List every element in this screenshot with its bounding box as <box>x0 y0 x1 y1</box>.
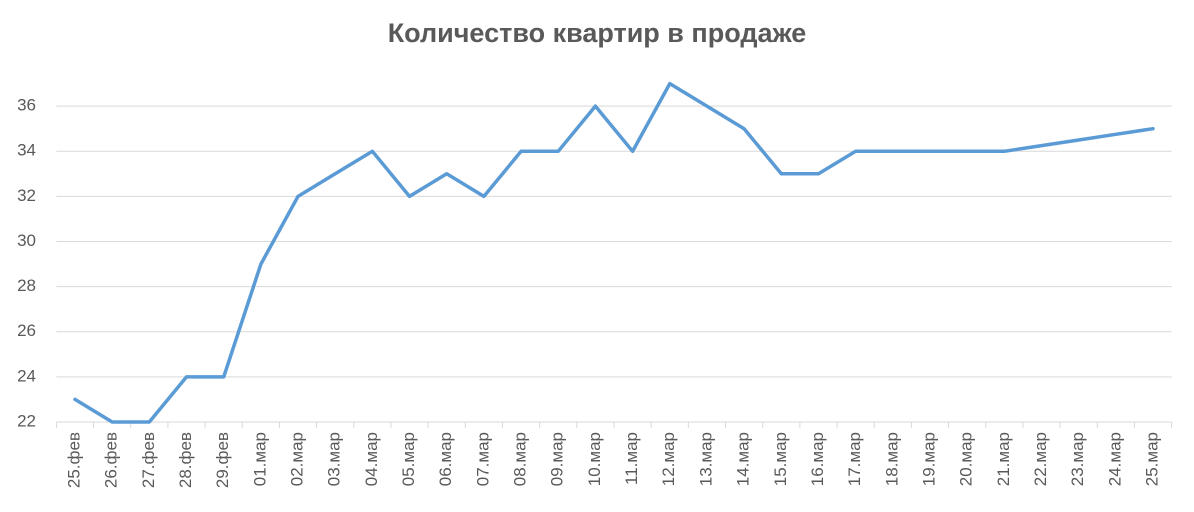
x-tick-label: 14.мар <box>734 432 753 486</box>
x-tick-label: 27.фев <box>139 432 158 488</box>
x-tick-label: 10.мар <box>585 432 604 486</box>
x-tick-label: 08.мар <box>511 432 530 486</box>
y-tick-label: 36 <box>17 96 36 115</box>
x-tick-label: 11.мар <box>622 432 641 485</box>
x-tick-label: 09.мар <box>548 432 567 486</box>
y-tick-label: 30 <box>17 231 36 250</box>
series-line <box>73 81 1155 424</box>
y-tick-label: 24 <box>17 366 36 385</box>
x-tick-label: 19.мар <box>919 432 938 486</box>
x-tick-label: 02.мар <box>288 432 307 486</box>
y-tick-label: 32 <box>17 186 36 205</box>
x-tick-label: 21.мар <box>994 432 1013 486</box>
chart-title: Количество квартир в продаже <box>388 18 807 48</box>
x-tick-label: 12.мар <box>659 432 678 486</box>
x-tick-label: 22.мар <box>1031 432 1050 486</box>
y-tick-label: 34 <box>17 141 36 160</box>
x-tick-label: 07.мар <box>473 432 492 486</box>
x-tick-label: 17.мар <box>845 432 864 486</box>
x-tick-label: 28.фев <box>176 432 195 488</box>
x-tick-label: 04.мар <box>362 432 381 486</box>
x-tick-label: 24.мар <box>1105 432 1124 486</box>
x-tick-label: 29.фев <box>213 432 232 488</box>
x-tick-label: 03.мар <box>325 432 344 486</box>
x-tick-label: 26.фев <box>102 432 121 488</box>
x-tick-label: 23.мар <box>1068 432 1087 486</box>
x-tick-label: 25.фев <box>64 432 83 488</box>
x-tick-label: 18.мар <box>882 432 901 486</box>
x-tick-label: 01.мар <box>250 432 269 486</box>
y-tick-label: 22 <box>17 411 36 430</box>
x-tick-label: 06.мар <box>436 432 455 486</box>
x-tick-label: 05.мар <box>399 432 418 486</box>
x-tick-label: 13.мар <box>696 432 715 486</box>
y-tick-label: 26 <box>17 321 36 340</box>
x-tick-label: 25.мар <box>1142 432 1161 486</box>
y-tick-label: 28 <box>17 276 36 295</box>
x-tick-label: 15.мар <box>771 432 790 486</box>
x-tick-label: 16.мар <box>808 432 827 486</box>
x-tick-label: 20.мар <box>957 432 976 486</box>
